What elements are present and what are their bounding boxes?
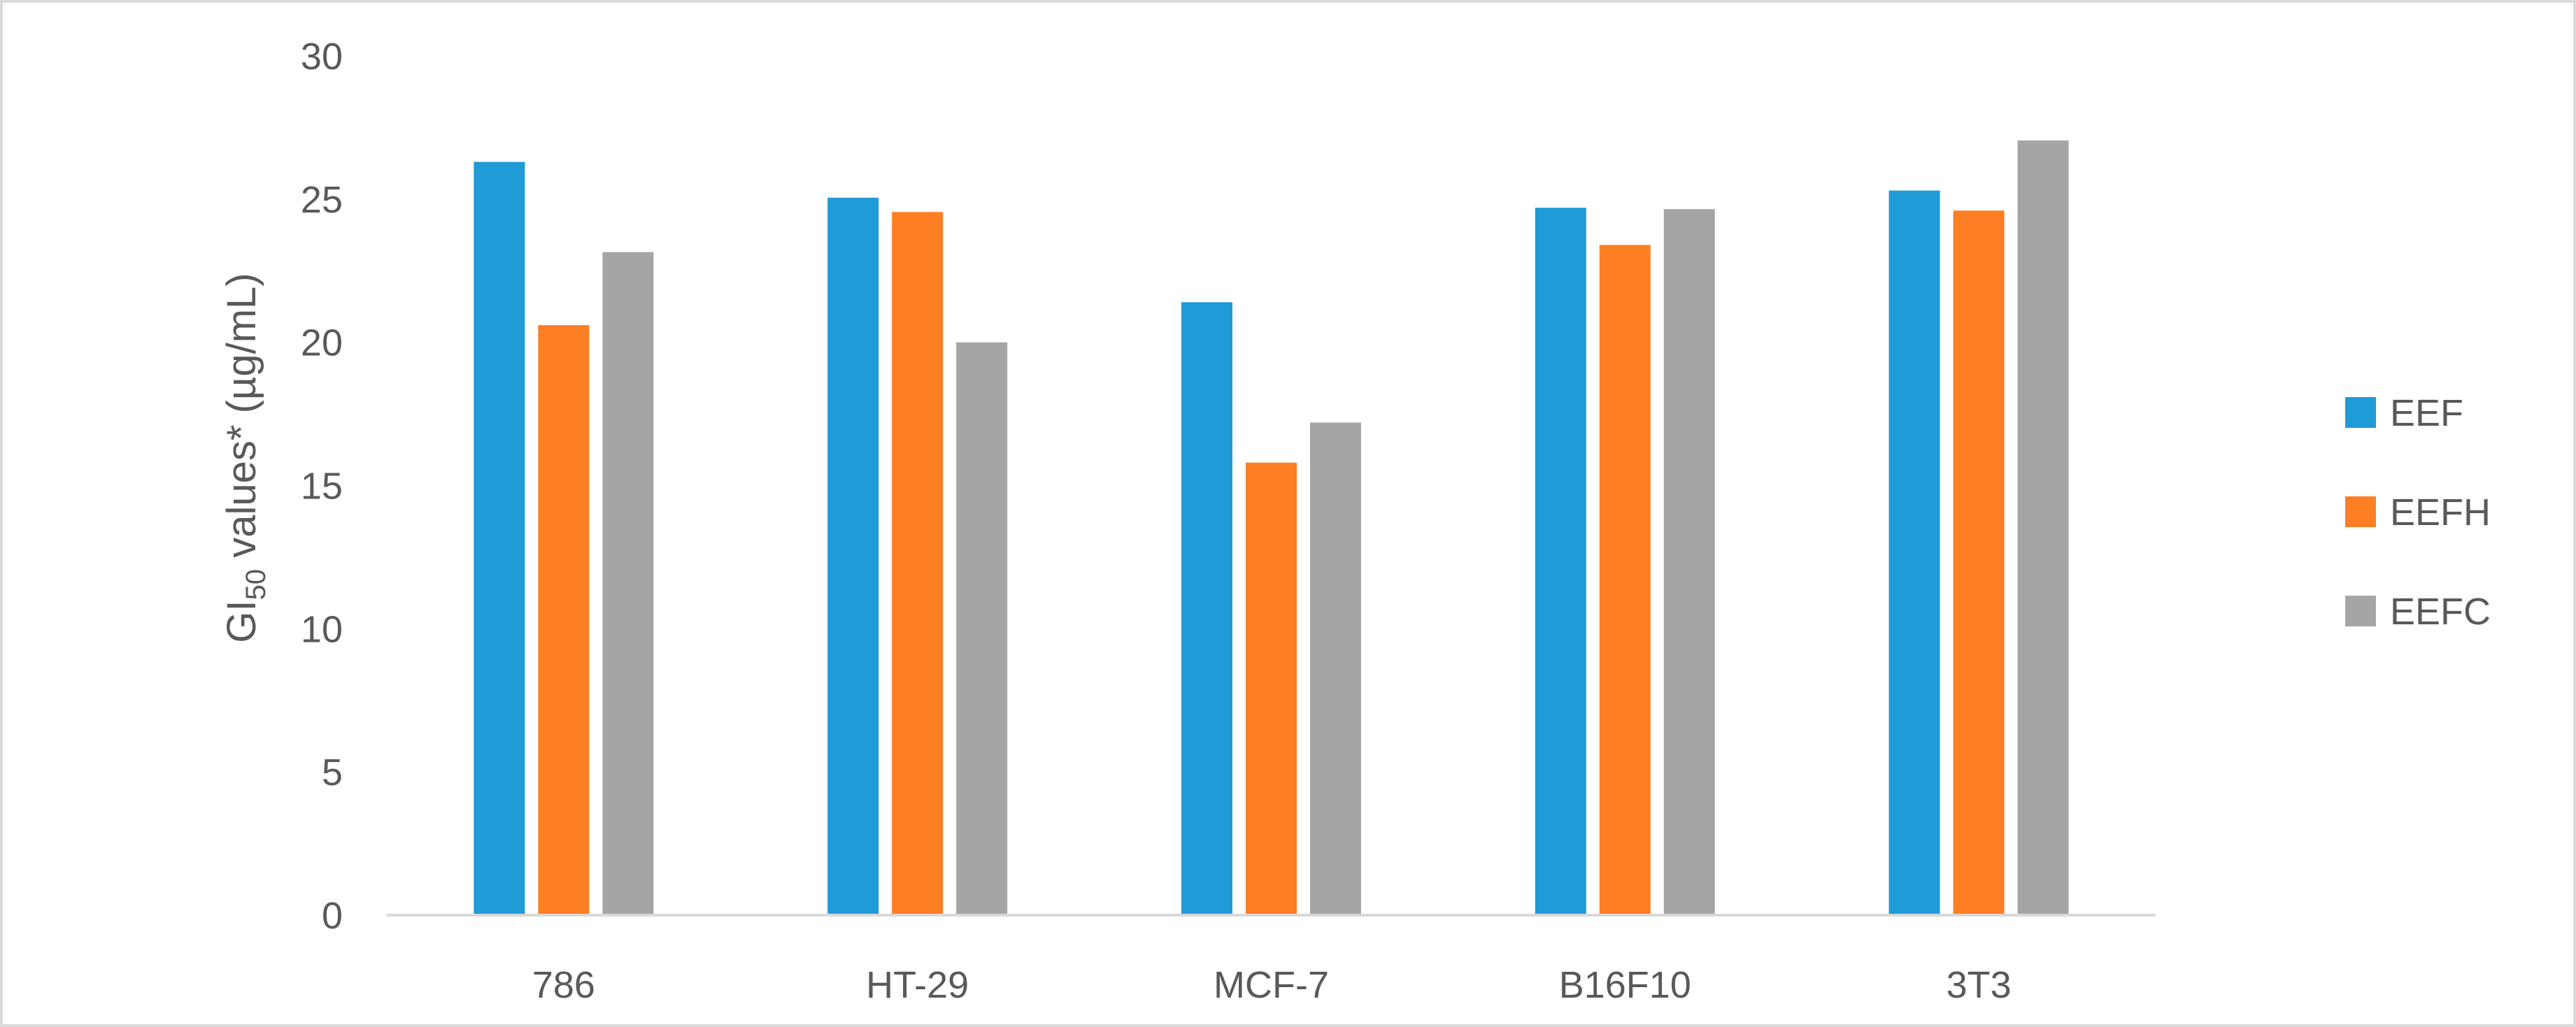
bar-eefc-mcf-7: [1310, 422, 1361, 915]
x-tick-label: B16F10: [1559, 964, 1691, 1006]
bar-eef-b16f10: [1535, 208, 1586, 916]
bar-eefh-mcf-7: [1246, 462, 1297, 915]
x-tick-label: MCF-7: [1214, 964, 1329, 1006]
y-tick-label: 0: [322, 895, 343, 937]
y-tick-label: 10: [301, 608, 343, 650]
y-axis-title-prefix: GI: [219, 600, 264, 642]
bar-eefc-3t3: [2017, 140, 2069, 915]
legend-swatch-eefc: [2345, 596, 2376, 626]
y-axis-ticks: 0 5 10 15 20 25 30: [301, 36, 343, 937]
bars: [474, 140, 2069, 916]
bar-eefc-786: [602, 252, 654, 915]
bar-eef-786: [474, 161, 525, 915]
bar-eefh-ht-29: [892, 212, 944, 916]
legend-label-eef: EEF: [2390, 392, 2463, 434]
y-axis-title-suffix: values* (µg/mL): [219, 273, 264, 568]
x-tick-label: 3T3: [1947, 964, 2012, 1006]
y-tick-label: 5: [322, 752, 343, 793]
bar-eef-3t3: [1888, 190, 1940, 915]
bar-eefc-ht-29: [956, 342, 1008, 916]
legend-label-eefc: EEFC: [2390, 591, 2491, 633]
bar-eefh-3t3: [1953, 210, 2005, 916]
y-tick-label: 20: [301, 322, 343, 364]
legend: EEF EEFH EEFC: [2345, 392, 2491, 633]
y-tick-label: 30: [301, 36, 343, 78]
legend-label-eefh: EEFH: [2390, 491, 2491, 533]
x-tick-label: HT-29: [866, 964, 969, 1006]
x-axis-ticks: 786 HT-29 MCF-7 B16F10 3T3: [532, 964, 2012, 1006]
y-tick-label: 15: [301, 466, 343, 508]
y-axis-title-subscript: 50: [241, 569, 271, 601]
y-tick-label: 25: [301, 179, 343, 221]
x-tick-label: 786: [532, 964, 595, 1006]
y-axis-title: GI50 values* (µg/mL): [219, 273, 271, 642]
bar-eef-ht-29: [827, 197, 879, 915]
bar-eefh-b16f10: [1599, 245, 1651, 915]
bar-eefc-b16f10: [1663, 209, 1715, 916]
legend-swatch-eefh: [2345, 496, 2376, 527]
bar-eef-mcf-7: [1181, 302, 1232, 915]
legend-swatch-eef: [2345, 397, 2376, 428]
bar-eefh-786: [538, 325, 590, 915]
